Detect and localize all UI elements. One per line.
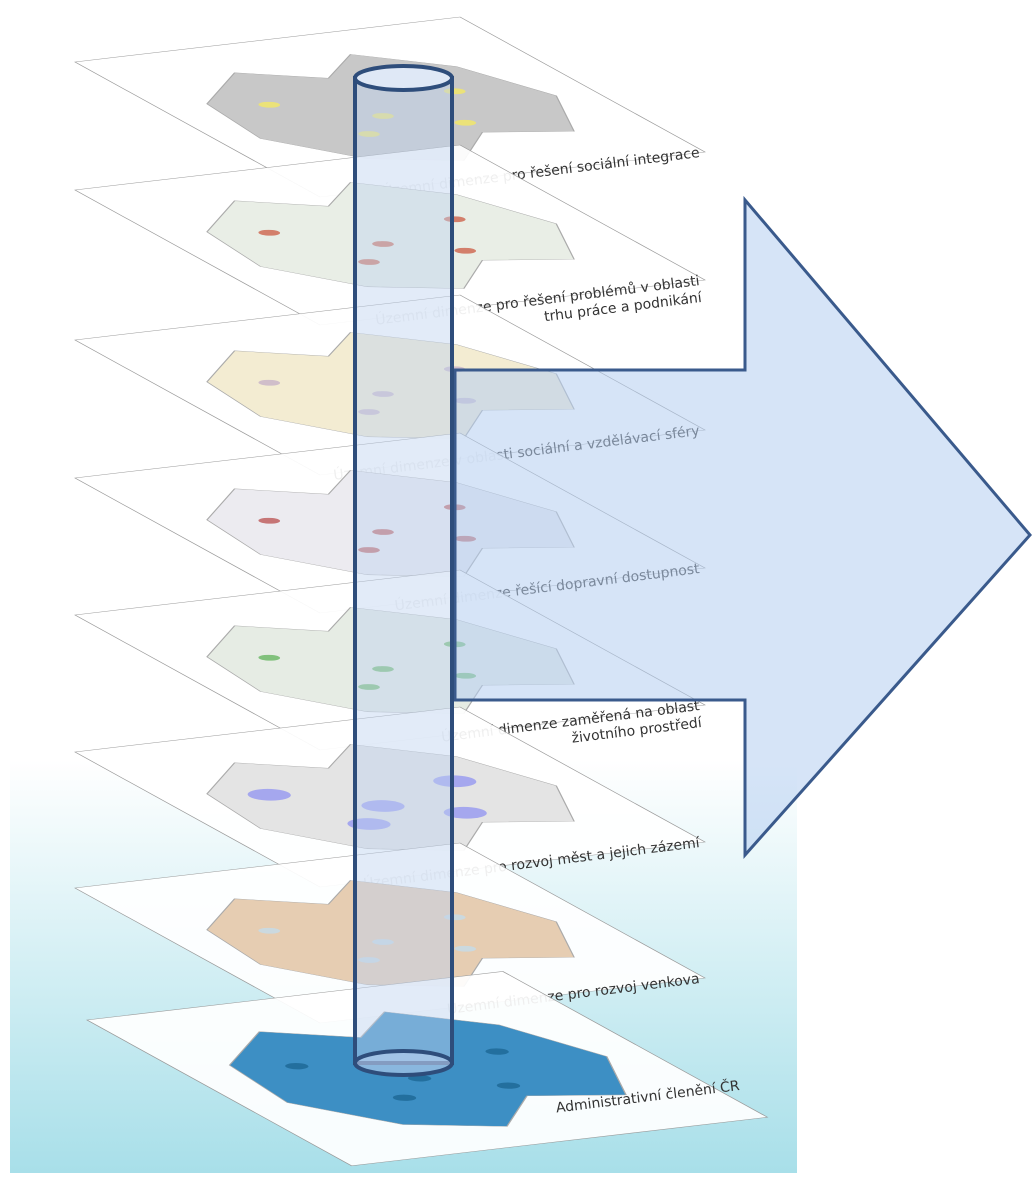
- map-feature: [454, 945, 477, 952]
- layer-sheet: [74, 144, 706, 326]
- layers: Územní dimenze pro řešení sociální integ…: [74, 16, 769, 1167]
- map-feature: [361, 800, 405, 812]
- map-feature: [443, 88, 466, 95]
- map-feature: [258, 101, 281, 108]
- map-feature: [258, 229, 281, 236]
- map-feature: [485, 1048, 509, 1055]
- map-shape: [206, 182, 575, 289]
- map-layer: Územní dimenze pro řešení problémů v obl…: [74, 144, 706, 329]
- map-feature: [443, 216, 466, 223]
- map-shape: [206, 54, 575, 161]
- map-feature: [372, 113, 394, 119]
- arrow: [453, 195, 1032, 859]
- cylinder: [353, 64, 454, 1077]
- map-feature: [392, 1094, 417, 1101]
- map-shape: [206, 744, 575, 851]
- map-feature: [372, 666, 394, 672]
- map-feature: [358, 409, 380, 415]
- map-feature: [372, 939, 394, 945]
- cylinder-body: [353, 76, 454, 1065]
- map-feature: [454, 119, 477, 126]
- map-feature: [258, 654, 281, 661]
- map-feature: [285, 1063, 309, 1070]
- map-feature: [372, 391, 394, 397]
- map-feature: [347, 818, 391, 830]
- map-feature: [258, 379, 281, 386]
- map-feature: [443, 806, 487, 819]
- cylinder-bottom: [353, 1049, 454, 1077]
- map-feature: [258, 517, 281, 524]
- map-feature: [358, 131, 380, 137]
- map-feature: [372, 529, 394, 535]
- map-feature: [358, 259, 380, 265]
- map-feature: [443, 914, 466, 921]
- map-feature: [258, 927, 281, 934]
- map-feature: [247, 788, 291, 801]
- map-feature: [372, 241, 394, 247]
- map-shape: [206, 880, 575, 987]
- map-feature: [454, 247, 477, 254]
- map-feature: [358, 684, 380, 690]
- map-feature: [496, 1082, 521, 1089]
- map-feature: [358, 547, 380, 553]
- map-feature: [358, 957, 380, 963]
- layer-sheet: [74, 706, 706, 888]
- layer-sheet: [74, 842, 706, 1024]
- map-feature: [433, 775, 477, 788]
- cylinder-top: [353, 64, 454, 92]
- layer-sheet: [74, 16, 706, 198]
